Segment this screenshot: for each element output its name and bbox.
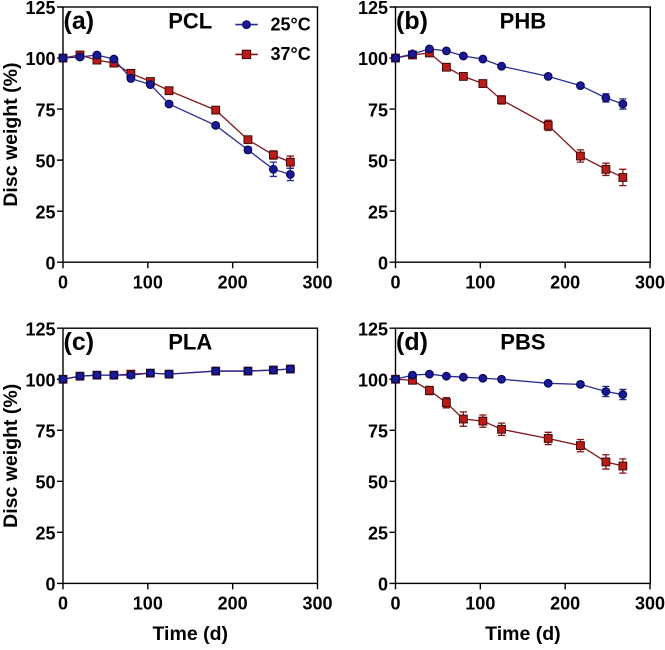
svg-text:125: 125 — [25, 0, 55, 18]
svg-text:0: 0 — [390, 273, 400, 293]
svg-text:Disc weight (%): Disc weight (%) — [0, 384, 22, 528]
svg-text:75: 75 — [35, 100, 55, 120]
svg-text:50: 50 — [368, 151, 388, 171]
svg-text:0: 0 — [45, 575, 55, 595]
svg-text:(d): (d) — [396, 328, 428, 356]
svg-text:300: 300 — [635, 594, 665, 614]
svg-text:75: 75 — [35, 421, 55, 441]
svg-text:300: 300 — [302, 594, 332, 614]
svg-text:75: 75 — [368, 421, 388, 441]
svg-text:0: 0 — [58, 594, 68, 614]
svg-text:200: 200 — [218, 273, 248, 293]
svg-text:(a): (a) — [64, 7, 95, 35]
svg-text:0: 0 — [378, 253, 388, 273]
svg-text:PBS: PBS — [500, 330, 545, 355]
svg-text:PCL: PCL — [168, 8, 212, 33]
svg-text:0: 0 — [45, 253, 55, 273]
svg-text:(c): (c) — [64, 328, 95, 356]
svg-text:200: 200 — [550, 594, 580, 614]
svg-text:0: 0 — [390, 594, 400, 614]
svg-text:37°C: 37°C — [271, 44, 311, 64]
svg-text:100: 100 — [358, 49, 388, 69]
svg-text:100: 100 — [465, 273, 495, 293]
svg-text:75: 75 — [368, 100, 388, 120]
svg-text:300: 300 — [302, 273, 332, 293]
svg-text:Time (d): Time (d) — [485, 623, 560, 645]
svg-text:100: 100 — [358, 370, 388, 390]
svg-text:0: 0 — [58, 273, 68, 293]
svg-text:200: 200 — [550, 273, 580, 293]
svg-text:(b): (b) — [396, 7, 428, 35]
svg-text:100: 100 — [465, 594, 495, 614]
svg-text:50: 50 — [35, 151, 55, 171]
svg-text:100: 100 — [25, 370, 55, 390]
svg-text:25: 25 — [35, 524, 55, 544]
svg-text:125: 125 — [25, 319, 55, 339]
svg-text:PHB: PHB — [500, 8, 546, 33]
svg-text:125: 125 — [358, 319, 388, 339]
svg-text:100: 100 — [133, 273, 163, 293]
svg-text:200: 200 — [218, 594, 248, 614]
svg-text:25°C: 25°C — [271, 14, 311, 34]
svg-text:PLA: PLA — [168, 330, 212, 355]
svg-text:Disc weight (%): Disc weight (%) — [0, 63, 22, 207]
svg-text:25: 25 — [35, 202, 55, 222]
svg-text:100: 100 — [133, 594, 163, 614]
svg-text:25: 25 — [368, 202, 388, 222]
svg-text:100: 100 — [25, 49, 55, 69]
svg-text:0: 0 — [378, 575, 388, 595]
svg-text:50: 50 — [368, 473, 388, 493]
svg-text:300: 300 — [635, 273, 665, 293]
svg-text:125: 125 — [358, 0, 388, 18]
svg-text:25: 25 — [368, 524, 388, 544]
svg-text:50: 50 — [35, 473, 55, 493]
svg-text:Time (d): Time (d) — [153, 623, 228, 645]
